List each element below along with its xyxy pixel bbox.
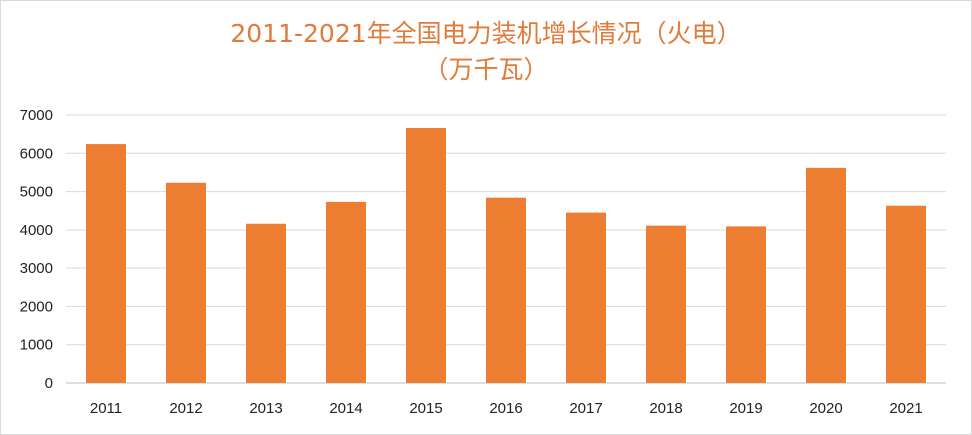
y-tick-label: 7000 <box>20 107 53 124</box>
x-tick-label: 2012 <box>169 400 202 417</box>
x-tick-label: 2021 <box>889 400 922 417</box>
bars <box>86 128 926 383</box>
x-tick-label: 2019 <box>729 400 762 417</box>
y-tick-label: 3000 <box>20 260 53 277</box>
x-tick-label: 2014 <box>329 400 362 417</box>
bar <box>486 197 526 383</box>
x-tick-label: 2011 <box>90 400 122 417</box>
y-tick-label: 1000 <box>20 337 53 354</box>
x-tick-label: 2018 <box>649 400 682 417</box>
x-tick-label: 2016 <box>489 400 522 417</box>
x-axis-ticks: 2011 2012 2013 2014 2015 2016 2017 2018 2019 2020… <box>90 400 923 417</box>
bar <box>406 128 446 383</box>
bar <box>566 212 606 383</box>
x-tick-label: 2017 <box>569 400 602 417</box>
y-tick-label: 5000 <box>20 184 53 201</box>
x-tick-label: 2015 <box>409 400 442 417</box>
chart-subtitle: （万千瓦） <box>423 55 549 84</box>
bar <box>246 223 286 383</box>
chart-title: 2011-2021年全国电力装机增长情况（火电） <box>230 19 742 48</box>
x-tick-label: 2013 <box>249 400 282 417</box>
bar <box>326 201 366 383</box>
bar <box>166 182 206 383</box>
bar <box>806 167 846 383</box>
bar <box>86 144 126 383</box>
bar <box>886 205 926 383</box>
y-axis-ticks: 0 1000 2000 3000 4000 5000 6000 7000 <box>20 107 53 392</box>
y-tick-label: 0 <box>45 375 53 392</box>
bar <box>726 226 766 383</box>
bar <box>646 225 686 383</box>
y-tick-label: 6000 <box>20 145 53 162</box>
x-tick-label: 2020 <box>809 400 842 417</box>
y-tick-label: 2000 <box>20 298 53 315</box>
y-tick-label: 4000 <box>20 222 53 239</box>
